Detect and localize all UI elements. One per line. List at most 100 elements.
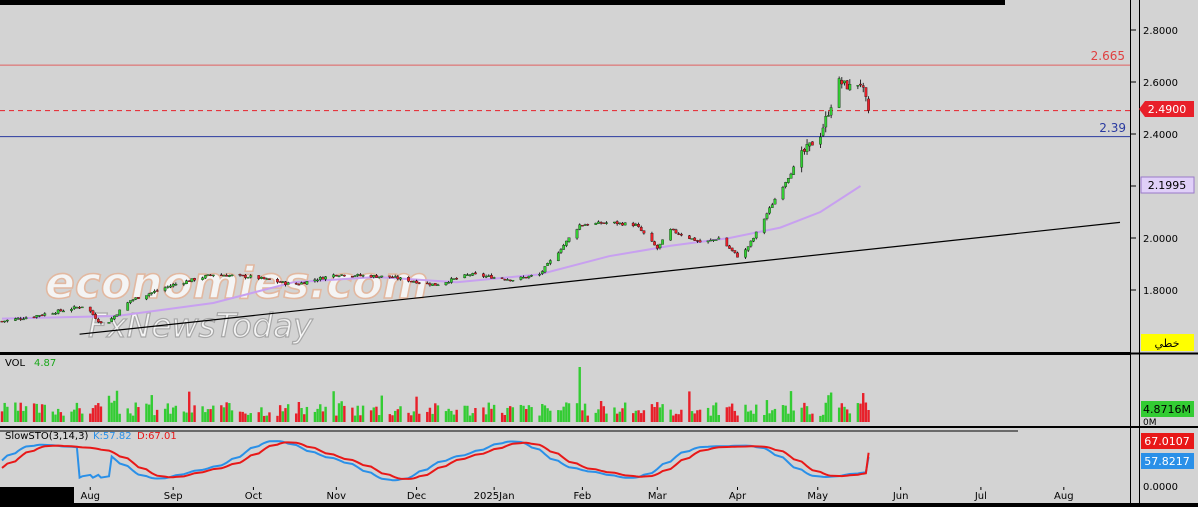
volume-bar (313, 411, 317, 422)
volume-bar (752, 413, 755, 422)
volume-bar (153, 415, 156, 422)
volume-bar (244, 413, 247, 422)
candle-up (605, 222, 608, 224)
volume-bar (640, 413, 643, 422)
candle (586, 223, 590, 226)
candle (508, 279, 512, 282)
candle-up (634, 224, 638, 226)
candle-up (118, 309, 122, 316)
candle-down (238, 274, 242, 276)
volume-bar (468, 415, 472, 422)
candle-up (765, 213, 769, 219)
candle (859, 79, 862, 88)
candle (559, 248, 563, 254)
volume-bar (393, 410, 397, 422)
candle-up (112, 315, 116, 320)
volume-bar (829, 392, 833, 422)
watermark-fxnewstoday: FxNewsToday (88, 306, 313, 345)
candle (361, 274, 365, 278)
candle (698, 238, 702, 243)
volume-bar (78, 408, 81, 422)
candle (653, 240, 656, 246)
candle-up (75, 307, 79, 309)
candle (602, 222, 606, 224)
stoch-k-label: K:57.82 (93, 431, 132, 442)
volume-bar (637, 410, 640, 422)
candle-down (284, 281, 287, 285)
candle (51, 312, 55, 315)
candle (728, 244, 731, 249)
candle-down (602, 222, 606, 224)
candle (864, 87, 868, 102)
candle (765, 212, 769, 221)
volume-bar (693, 413, 696, 422)
candle-down (859, 83, 862, 86)
candle-down (586, 224, 590, 226)
volume-bar (466, 405, 469, 422)
volume-bar (698, 409, 702, 422)
volume-bar (145, 403, 148, 422)
candle (733, 250, 737, 254)
price-panel[interactable] (0, 0, 1130, 352)
candle-down (0, 320, 4, 323)
candle (487, 274, 491, 277)
candle-down (803, 149, 806, 152)
candle (548, 259, 552, 266)
candle (634, 222, 638, 226)
candle (337, 274, 341, 278)
candle-up (431, 283, 434, 286)
candle-up (260, 276, 263, 279)
volume-bar (690, 411, 694, 422)
candle-down (294, 283, 298, 285)
volume-bar (709, 415, 712, 422)
candle (679, 232, 683, 237)
candle-down (187, 280, 191, 282)
stoch-k-tag-text: 57.8217 (1144, 455, 1190, 468)
candle-up (412, 281, 416, 283)
candle-down (297, 284, 301, 286)
volume-bar (787, 413, 790, 422)
volume-bar (335, 415, 338, 422)
candle-up (324, 276, 327, 280)
candle (16, 317, 20, 320)
volume-bar (856, 403, 860, 422)
candle (286, 281, 290, 285)
time-tick-label: Dec (407, 491, 426, 502)
candle-up (166, 286, 170, 288)
volume-bar (351, 407, 354, 422)
candle-up (126, 302, 130, 311)
candle (706, 240, 710, 244)
candle (155, 288, 159, 292)
candle-up (578, 224, 582, 230)
candle-down (40, 314, 44, 317)
volume-bar (182, 411, 186, 422)
candle (150, 292, 154, 296)
candle (856, 85, 860, 90)
volume-bar (845, 409, 849, 422)
candle (522, 275, 525, 279)
axis-panel (1131, 0, 1198, 503)
candle-up (661, 239, 664, 245)
volume-bar (843, 406, 846, 422)
candle-up (837, 78, 841, 108)
candle (300, 281, 303, 285)
volume-bar (578, 367, 581, 422)
volume-bar (749, 410, 753, 422)
volume-bar (204, 412, 207, 422)
candle (244, 273, 247, 280)
volume-bar (837, 407, 841, 422)
candle (62, 309, 65, 313)
candle-down (524, 276, 528, 279)
candle-down (415, 280, 418, 284)
volume-bar (426, 411, 429, 422)
candle-up (286, 282, 290, 285)
candle-down (864, 87, 868, 97)
candle (447, 280, 451, 284)
volume-bar (359, 415, 362, 422)
volume-bar (319, 404, 322, 422)
stoch-panel[interactable] (0, 428, 1130, 487)
candle (356, 273, 360, 278)
candle-up (530, 275, 533, 277)
candle-up (332, 274, 335, 278)
